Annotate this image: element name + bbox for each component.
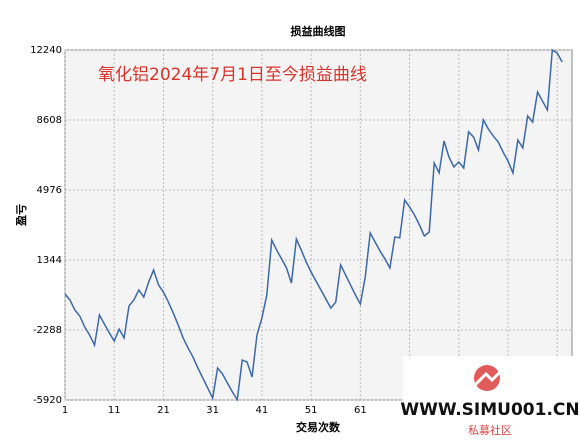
watermark-logo-arrow (472, 364, 508, 388)
watermark-logo (474, 365, 500, 391)
x-tick-label: 21 (157, 405, 170, 416)
y-tick-label: -5920 (33, 395, 62, 406)
y-tick-label: -2288 (33, 325, 62, 336)
x-tick-label: 61 (354, 405, 367, 416)
annotation: 氧化铝2024年7月1日至今损益曲线 (98, 65, 367, 85)
y-tick-label: 1344 (37, 255, 62, 266)
y-tick-label: 4976 (37, 185, 62, 196)
chart-title: 损益曲线图 (291, 24, 346, 38)
plot-area (64, 49, 573, 401)
y-tick-label: 8608 (37, 115, 62, 126)
x-tick-label: 31 (206, 405, 219, 416)
x-tick-label: 11 (108, 405, 121, 416)
y-tick-label: 12240 (30, 45, 62, 56)
watermark-text: WWW.SIMU001.CN (400, 400, 579, 420)
data-line (64, 48, 563, 402)
x-tick-label: 1 (62, 405, 68, 416)
x-tick-label: 51 (305, 405, 318, 416)
x-tick-label: 41 (256, 405, 269, 416)
marks (64, 48, 563, 402)
y-axis-label: 盈亏 (15, 204, 28, 227)
grid (64, 49, 572, 401)
x-axis-label: 交易次数 (296, 420, 341, 434)
watermark-subtext: 私募社区 (468, 423, 512, 437)
watermark: WWW.SIMU001.CN 私募社区 (400, 356, 580, 442)
